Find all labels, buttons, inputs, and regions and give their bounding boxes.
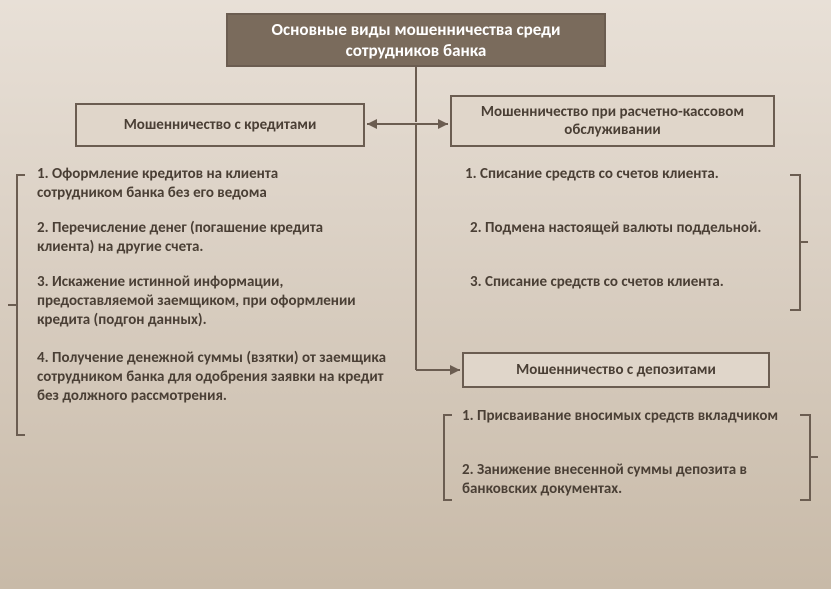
credits-item-3: 3. Искажение истинной информации, предос…	[37, 273, 393, 329]
cash-item-3: 3. Списание средств со счетов клиента.	[470, 273, 770, 292]
root-title-text: Основные виды мошенничества среди сотруд…	[238, 19, 594, 61]
cash-item-1: 1. Списание средств со счетов клиента.	[465, 165, 765, 184]
root-title-box: Основные виды мошенничества среди сотруд…	[226, 13, 606, 67]
credits-item-4: 4. Получение денежной суммы (взятки) от …	[37, 349, 397, 405]
deposits-title-text: Мошенничество с депозитами	[516, 361, 716, 379]
credits-item-1: 1. Оформление кредитов на клиента сотруд…	[37, 165, 367, 203]
credits-title-text: Мошенничество с кредитами	[124, 116, 317, 134]
deposits-item-1: 1. Присваивание вносимых средств вкладчи…	[462, 407, 782, 426]
cash-item-2: 2. Подмена настоящей валюты поддельной.	[470, 219, 770, 238]
credits-item-2: 2. Перечисление денег (погашение кредита…	[37, 219, 367, 257]
credits-title-box: Мошенничество с кредитами	[75, 103, 365, 147]
cash-title-text: Мошенничество при расчетно-кассовом обсл…	[462, 103, 763, 139]
deposits-item-2: 2. Занижение внесенной суммы депозита в …	[462, 461, 802, 499]
cash-title-box: Мошенничество при расчетно-кассовом обсл…	[450, 95, 775, 147]
deposits-title-box: Мошенничество с депозитами	[462, 352, 770, 388]
